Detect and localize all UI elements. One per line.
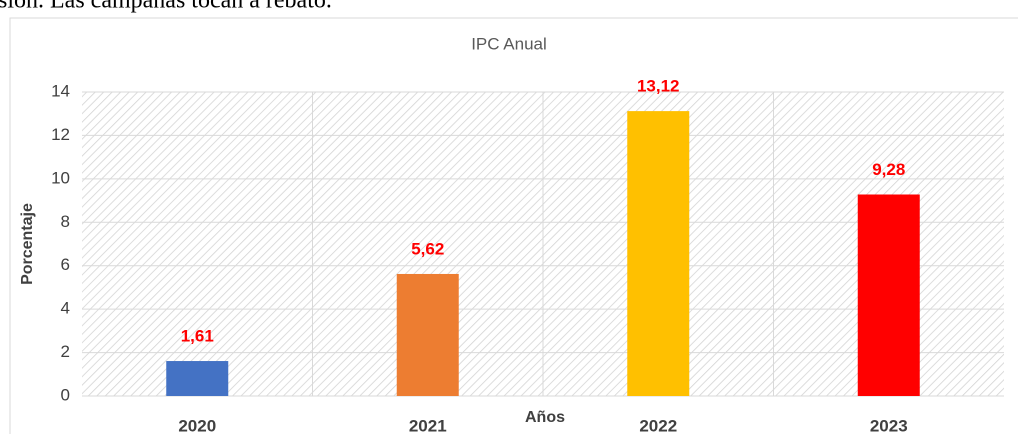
bar xyxy=(627,111,690,396)
data-label: 1,61 xyxy=(181,327,214,346)
data-label: 5,62 xyxy=(411,239,444,258)
data-label: 13,12 xyxy=(637,77,680,96)
x-tick-label: 2020 xyxy=(178,416,216,434)
x-tick-label: 2021 xyxy=(409,416,447,434)
x-tick-label: 2023 xyxy=(870,416,908,434)
bar xyxy=(857,194,920,396)
header-text: sión. Las campanas tocan a rebato. xyxy=(0,0,332,14)
y-tick-label: 14 xyxy=(51,81,70,100)
x-tick-label: 2022 xyxy=(639,416,677,434)
chart-title: IPC Anual xyxy=(471,34,547,53)
bar xyxy=(166,361,229,396)
y-tick-label: 0 xyxy=(61,385,70,404)
x-axis-label: Años xyxy=(525,409,565,426)
chart: IPC Anual Años Porcentaje 0 2 4 6 8 10 12 14 202… xyxy=(19,34,1004,434)
y-tick-label: 6 xyxy=(61,255,70,274)
bar xyxy=(396,273,459,396)
y-tick-label: 8 xyxy=(61,212,70,231)
y-tick-label: 10 xyxy=(51,168,70,187)
y-tick-label: 4 xyxy=(61,299,70,318)
data-label: 9,28 xyxy=(872,160,905,179)
y-tick-label: 2 xyxy=(61,342,70,361)
y-axis-label: Porcentaje xyxy=(19,203,36,285)
y-tick-label: 12 xyxy=(51,125,70,144)
